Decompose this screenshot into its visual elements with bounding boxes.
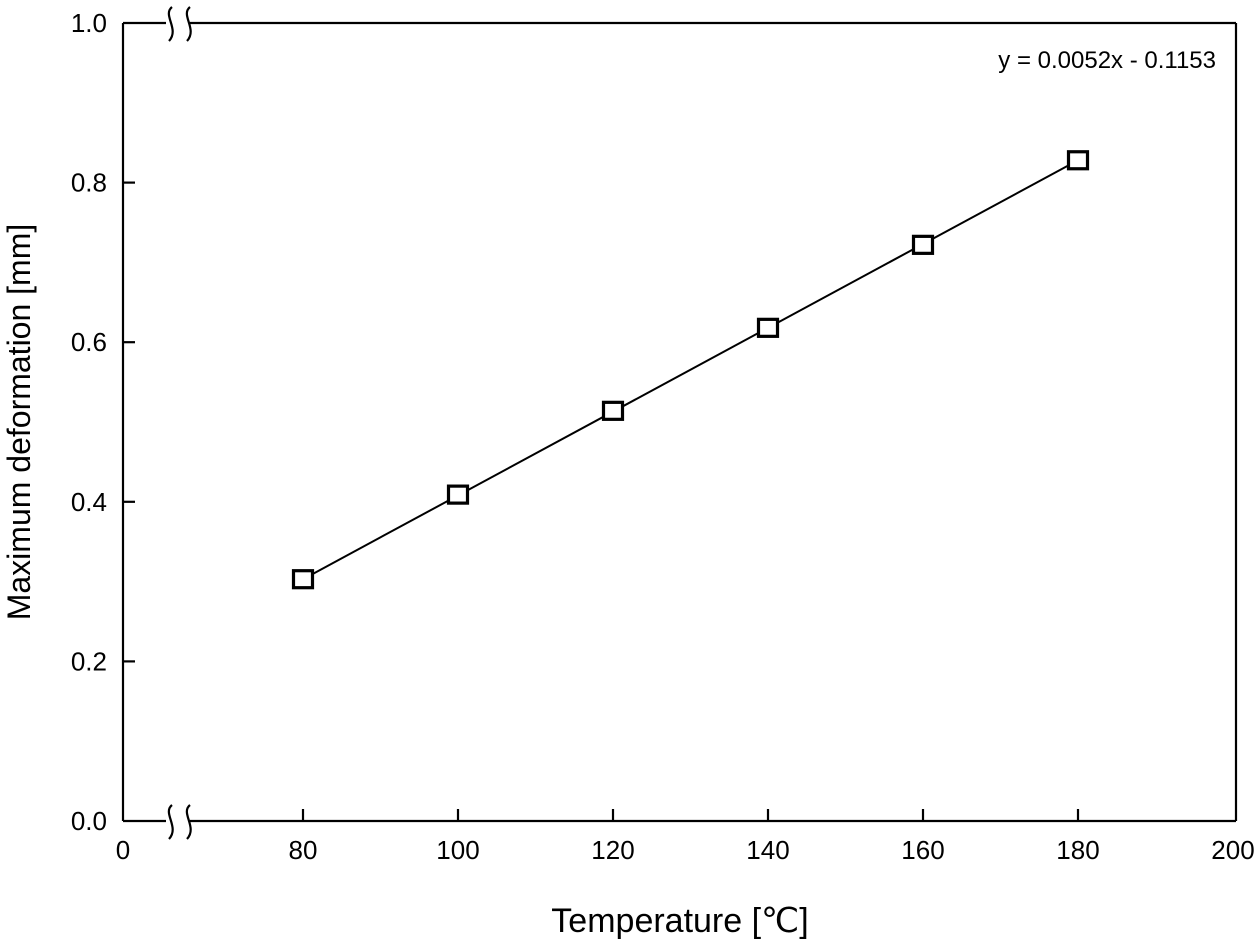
data-point <box>601 400 625 421</box>
y-tick-label: 0.2 <box>71 646 107 676</box>
x-tick-label: 80 <box>289 835 318 865</box>
annotation-equation: y = 0.0052x - 0.1153 <box>998 47 1216 74</box>
y-axis-label: Maximum deformation [mm] <box>1 224 37 621</box>
y-tick-label: 0.8 <box>71 168 107 198</box>
x-tick-label: 100 <box>436 835 479 865</box>
axes <box>121 6 1238 840</box>
x-tick-label: 120 <box>591 835 634 865</box>
y-tick-label: 0.6 <box>71 327 107 357</box>
data-point <box>291 569 315 590</box>
data-point <box>911 234 935 255</box>
bottom-axis-break-mark <box>167 804 174 840</box>
y-tick-label: 1.0 <box>71 8 107 38</box>
x-tick-label: 160 <box>901 835 944 865</box>
data-point <box>446 484 470 505</box>
x-tick-label: 140 <box>746 835 789 865</box>
bottom-axis-break-mark <box>185 804 192 840</box>
y-tick-label: 0.4 <box>71 487 107 517</box>
data-marks <box>291 150 1090 590</box>
data-point <box>1066 150 1090 171</box>
x-tick-label: 180 <box>1056 835 1099 865</box>
x-tick-label: 200 <box>1211 835 1254 865</box>
top-axis-break-mark <box>185 6 192 42</box>
ticks: 0 80 100 120 140 160 180 200 0.0 0.2 0.4 0.6 0.8 1.0 <box>71 8 1255 865</box>
top-axis-break-mark <box>167 6 174 42</box>
x-axis-label: Temperature [℃] <box>551 902 808 940</box>
data-point <box>756 317 780 338</box>
y-tick-label: 0.0 <box>71 806 107 836</box>
x-tick-label: 0 <box>116 835 130 865</box>
fit-line <box>302 159 1079 581</box>
